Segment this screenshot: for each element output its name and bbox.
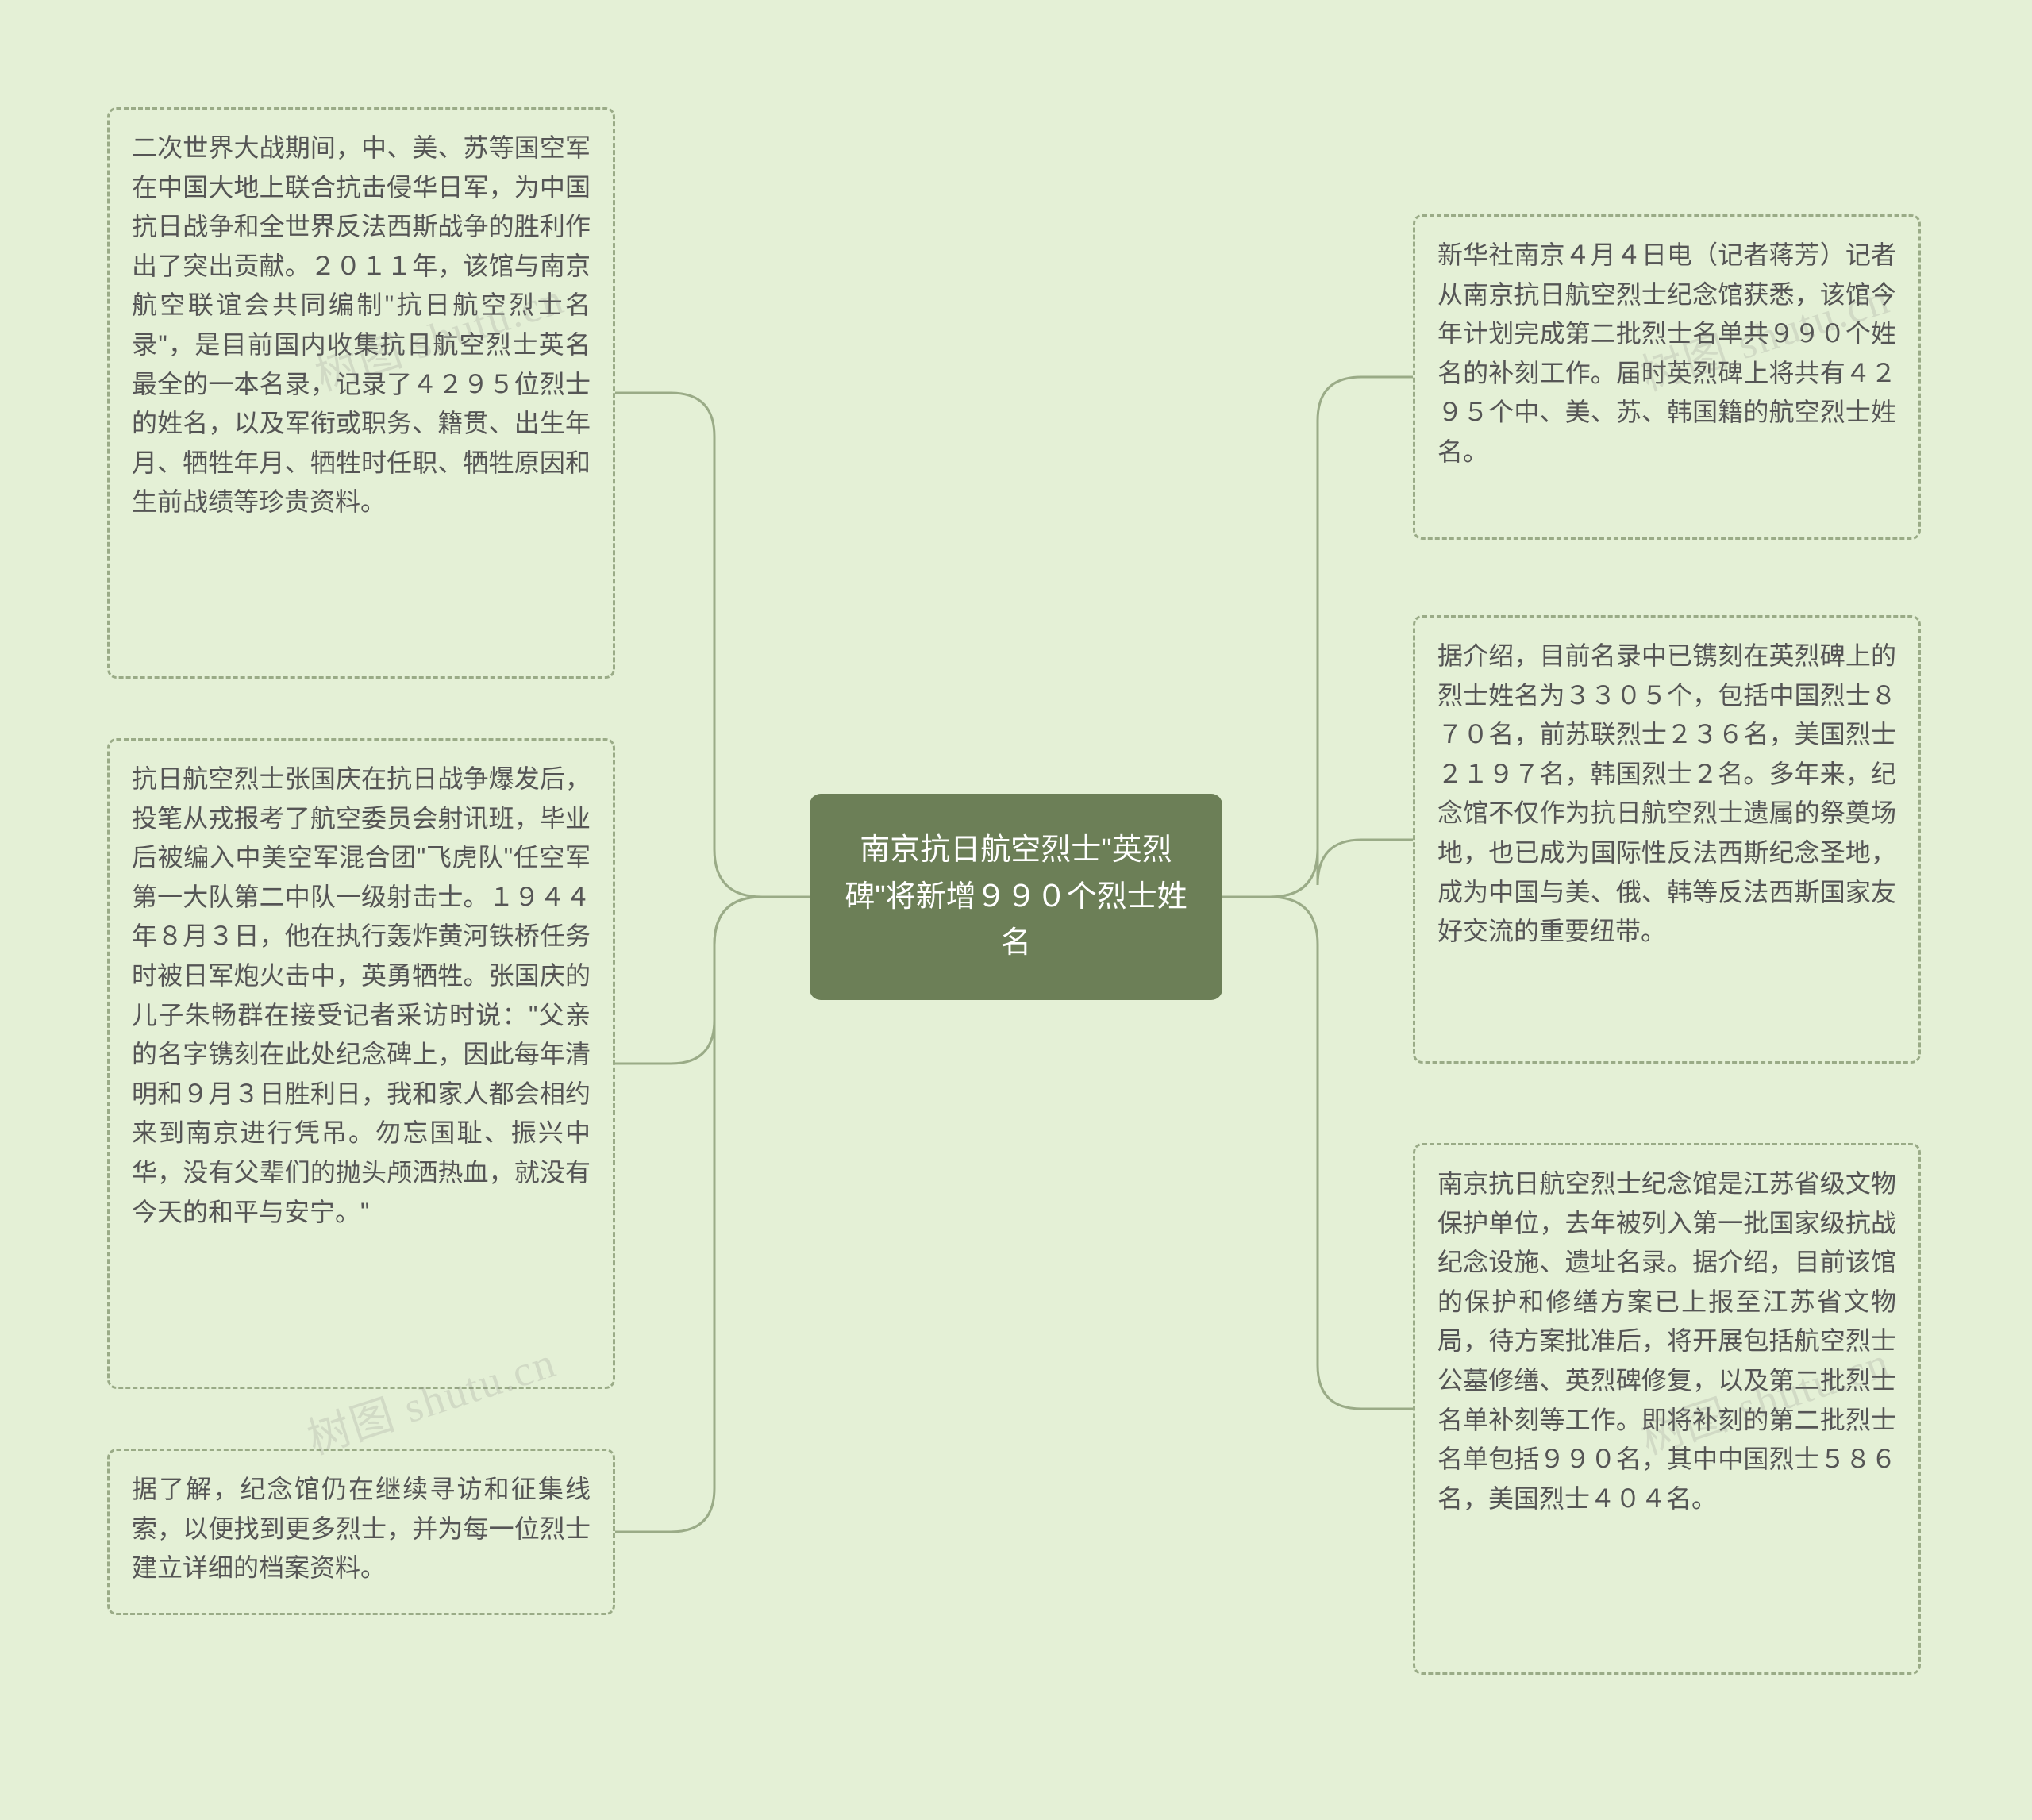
leaf-text: 据了解，纪念馆仍在继续寻访和征集线索，以便找到更多烈士，并为每一位烈士建立详细的… (110, 1451, 613, 1607)
connector (615, 897, 810, 1532)
mindmap-canvas: 南京抗日航空烈士"英烈碑"将新增９９０个烈士姓名 二次世界大战期间，中、美、苏等… (0, 0, 2032, 1820)
leaf-text: 新华社南京４月４日电（记者蒋芳）记者从南京抗日航空烈士纪念馆获悉，该馆今年计划完… (1415, 217, 1918, 491)
connector (1222, 377, 1413, 897)
leaf-node-l1[interactable]: 二次世界大战期间，中、美、苏等国空军在中国大地上联合抗击侵华日军，为中国抗日战争… (107, 107, 615, 679)
connector (1222, 897, 1413, 1409)
connector (615, 897, 810, 1064)
leaf-node-r1[interactable]: 新华社南京４月４日电（记者蒋芳）记者从南京抗日航空烈士纪念馆获悉，该馆今年计划完… (1413, 214, 1921, 540)
leaf-text: 抗日航空烈士张国庆在抗日战争爆发后，投笔从戎报考了航空委员会射讯班，毕业后被编入… (110, 741, 613, 1251)
center-node-text: 南京抗日航空烈士"英烈碑"将新增９９０个烈士姓名 (841, 827, 1191, 968)
connector (1222, 840, 1413, 897)
leaf-node-r3[interactable]: 南京抗日航空烈士纪念馆是江苏省级文物保护单位，去年被列入第一批国家级抗战纪念设施… (1413, 1143, 1921, 1675)
leaf-text: 据介绍，目前名录中已镌刻在英烈碑上的烈士姓名为３３０５个，包括中国烈士８７０名，… (1415, 618, 1918, 971)
leaf-text: 二次世界大战期间，中、美、苏等国空军在中国大地上联合抗击侵华日军，为中国抗日战争… (110, 110, 613, 541)
connector (615, 393, 810, 897)
leaf-text: 南京抗日航空烈士纪念馆是江苏省级文物保护单位，去年被列入第一批国家级抗战纪念设施… (1415, 1145, 1918, 1537)
leaf-node-l2[interactable]: 抗日航空烈士张国庆在抗日战争爆发后，投笔从戎报考了航空委员会射讯班，毕业后被编入… (107, 738, 615, 1389)
leaf-node-l3[interactable]: 据了解，纪念馆仍在继续寻访和征集线索，以便找到更多烈士，并为每一位烈士建立详细的… (107, 1449, 615, 1615)
leaf-node-r2[interactable]: 据介绍，目前名录中已镌刻在英烈碑上的烈士姓名为３３０５个，包括中国烈士８７０名，… (1413, 615, 1921, 1064)
center-node[interactable]: 南京抗日航空烈士"英烈碑"将新增９９０个烈士姓名 (810, 794, 1222, 1000)
